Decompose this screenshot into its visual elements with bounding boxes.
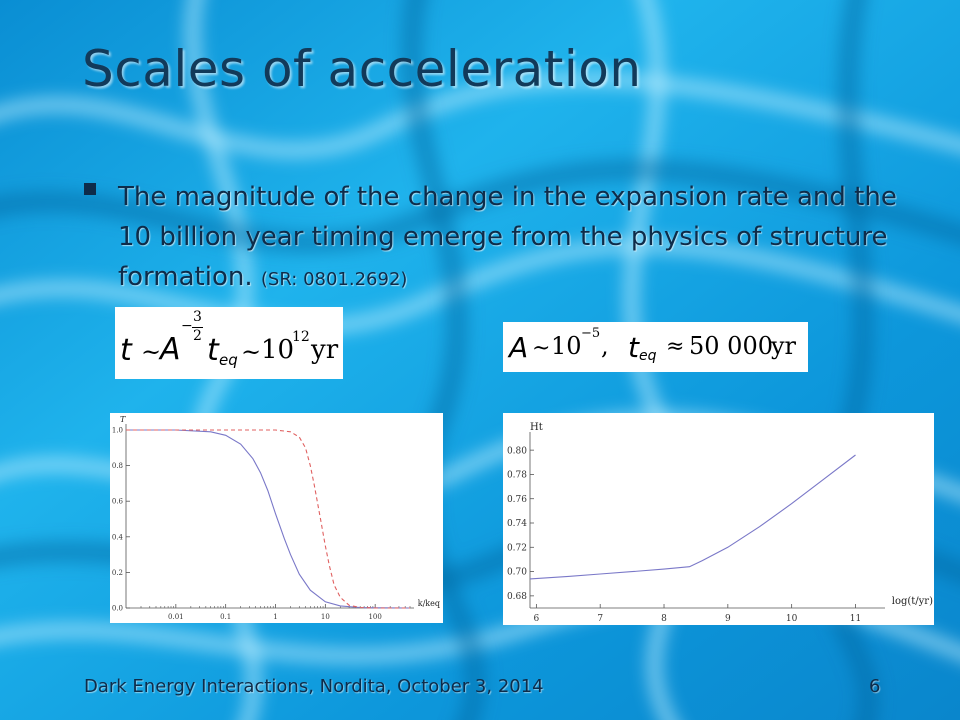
x-tick-label: 10 bbox=[786, 614, 798, 624]
y-axis-label: Ht bbox=[530, 422, 543, 433]
eq1-fraction-bar bbox=[192, 327, 203, 328]
eq1-t: t bbox=[120, 333, 132, 368]
bullet-body: The magnitude of the change in the expan… bbox=[118, 182, 897, 292]
eq2-value: 50 000 bbox=[689, 332, 773, 360]
eq2-approx: ≈ bbox=[666, 334, 685, 359]
bullet-reference: (SR: 0801.2692) bbox=[260, 269, 408, 290]
y-tick-label: 0.70 bbox=[507, 568, 527, 578]
bullet-square-icon bbox=[84, 183, 96, 195]
hubble-time-plot: 0.68 0.70 0.72 0.74 0.76 0.78 0.80 6 7 8 9 10 11 Ht lo… bbox=[503, 413, 934, 625]
slide-title: Scales of acceleration bbox=[82, 40, 642, 98]
equation-box-timescale: t ~ A − 3 2 t eq ~ 10 12 yr bbox=[115, 307, 343, 379]
eq1-t-eq: t bbox=[207, 333, 219, 368]
eq2-sim: ~ bbox=[532, 336, 551, 361]
y-tick-label: 0.6 bbox=[112, 498, 124, 506]
chart2-series-solid-line bbox=[529, 454, 856, 580]
hubble-time-svg: 0.68 0.70 0.72 0.74 0.76 0.78 0.80 6 7 8 9 10 11 Ht lo… bbox=[507, 422, 933, 624]
eq2-t-eq: t bbox=[628, 331, 639, 364]
eq1-exp-num: 3 bbox=[193, 309, 202, 325]
x-tick-label: 1 bbox=[273, 613, 277, 621]
y-tick-label: 0.4 bbox=[112, 533, 124, 541]
eq1-eq-subscript: eq bbox=[219, 351, 238, 369]
y-tick-label: 0.68 bbox=[507, 592, 527, 602]
eq2-ten-exponent: −5 bbox=[581, 326, 601, 341]
eq1-ten-exponent: 12 bbox=[292, 329, 310, 345]
eq2-eq-subscript: eq bbox=[639, 348, 657, 364]
y-tick-label: 0.80 bbox=[507, 446, 527, 456]
footer-text: Dark Energy Interactions, Nordita, Octob… bbox=[84, 676, 544, 697]
eq1-minus: − bbox=[181, 318, 193, 334]
y-tick-label: 1.0 bbox=[112, 426, 123, 434]
y-tick-label: 0.0 bbox=[112, 604, 123, 612]
eq1-exp-den: 2 bbox=[193, 328, 202, 344]
x-tick-label: 100 bbox=[368, 613, 381, 621]
equation-box-parameters: A ~ 10 −5 , t eq ≈ 50 000 yr bbox=[503, 322, 808, 372]
eq2-comma: , bbox=[601, 332, 609, 360]
eq2-A: A bbox=[509, 331, 529, 364]
eq2-unit: yr bbox=[771, 332, 797, 360]
y-tick-label: 0.76 bbox=[507, 495, 527, 505]
chart1-series-dashed-line bbox=[126, 429, 410, 609]
eq1-ten: 10 bbox=[261, 335, 295, 365]
y-tick-label: 0.8 bbox=[112, 462, 123, 470]
eq1-sim2: ~ bbox=[241, 338, 262, 366]
x-axis-label: log(t/yr) bbox=[892, 596, 933, 607]
eq1-A: A bbox=[160, 332, 181, 367]
x-tick-label: 0.01 bbox=[168, 613, 184, 621]
eq1-unit: yr bbox=[311, 335, 339, 365]
x-tick-label: 6 bbox=[534, 614, 540, 624]
eq2-ten: 10 bbox=[551, 332, 582, 360]
x-tick-label: 9 bbox=[725, 614, 731, 624]
y-tick-label: 0.2 bbox=[112, 569, 123, 577]
eq1-sim1: ~ bbox=[141, 338, 162, 366]
y-tick-label: 0.74 bbox=[507, 519, 527, 529]
x-tick-label: 8 bbox=[661, 614, 667, 624]
transfer-function-svg: 0.0 0.2 0.4 0.6 0.8 1.0 0.01 0.1 1 10 100 Tk/keq bbox=[112, 415, 440, 621]
x-axis-label: k/keq bbox=[418, 599, 440, 608]
x-tick-label: 10 bbox=[321, 613, 330, 621]
x-tick-label: 7 bbox=[597, 614, 603, 624]
bullet-text: The magnitude of the change in the expan… bbox=[118, 177, 898, 300]
x-tick-label: 11 bbox=[850, 614, 861, 624]
y-tick-label: 0.72 bbox=[507, 543, 527, 553]
slide-number: 6 bbox=[869, 676, 881, 697]
x-tick-label: 0.1 bbox=[220, 613, 231, 621]
y-tick-label: 0.78 bbox=[507, 471, 527, 481]
y-axis-label: T bbox=[120, 415, 126, 424]
chart1-series-solid-line bbox=[126, 429, 411, 609]
